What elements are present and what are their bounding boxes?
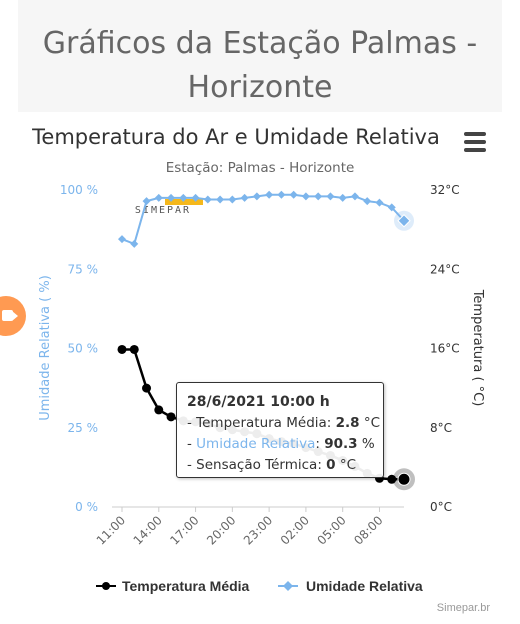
data-point-umidade[interactable] (363, 197, 372, 206)
x-tick-label: 14:00 (131, 513, 165, 547)
data-point-umidade[interactable] (314, 192, 323, 201)
data-point-umidade[interactable] (289, 190, 298, 199)
y-right-tick-label: 0°C (430, 500, 452, 514)
tooltip-feel-value: 0 (326, 457, 336, 473)
series-umidade-relativa (118, 190, 414, 248)
data-point-umidade[interactable] (179, 193, 188, 202)
y-left-tick-label: 25 % (68, 421, 99, 435)
tooltip-feel-unit: °C (339, 457, 357, 473)
data-point-temperatura[interactable] (154, 405, 164, 415)
x-tick-label: 02:00 (278, 513, 312, 547)
hamburger-menu-icon (462, 132, 488, 152)
data-point-umidade[interactable] (375, 198, 384, 207)
y-right-tick-label: 8°C (430, 421, 452, 435)
legend: Temperatura Média Umidade Relativa (96, 578, 423, 594)
data-point-umidade[interactable] (387, 203, 396, 212)
y-right-tick-label: 16°C (430, 342, 460, 356)
data-point-umidade[interactable] (277, 190, 286, 199)
data-point-umidade[interactable] (397, 214, 411, 228)
y-right-tick-label: 24°C (430, 262, 460, 276)
tooltip-temp-label: Temperatura Média: (196, 415, 332, 431)
data-point-umidade[interactable] (130, 239, 139, 248)
data-point-umidade[interactable] (203, 195, 212, 204)
legend-label-umidade: Umidade Relativa (306, 578, 423, 594)
tooltip-hum-unit: % (361, 436, 375, 452)
x-tick-label: 20:00 (204, 513, 238, 547)
tooltip-hum-row: - Umidade Relativa: 90.3 % (187, 436, 375, 452)
series-line-umidade (121, 193, 405, 246)
page-title: Gráficos da Estação Palmas - Horizonte (42, 26, 478, 105)
x-tick-label: 11:00 (94, 513, 128, 547)
data-point-umidade[interactable] (142, 197, 151, 206)
y-left-tick-label: 100 % (60, 183, 98, 197)
data-point-temperatura[interactable] (129, 344, 139, 354)
data-point-umidade[interactable] (252, 192, 261, 201)
chart-subtitle: Estação: Palmas - Horizonte (166, 160, 355, 176)
y-left-axis-title: Umidade Relativa ( %) (38, 275, 53, 421)
x-tick-label: 23:00 (241, 513, 275, 547)
tooltip-feel-row: - Sensação Térmica: 0 °C (187, 457, 357, 473)
x-tick-label: 08:00 (351, 513, 385, 547)
y-left-tick-label: 0 % (75, 500, 98, 514)
data-point-temperatura[interactable] (397, 472, 411, 486)
data-point-temperatura[interactable] (387, 474, 397, 484)
data-point-umidade[interactable] (326, 192, 335, 201)
tooltip-temp-row: - Temperatura Média: 2.8 °C (187, 415, 381, 431)
data-point-umidade[interactable] (167, 193, 176, 202)
data-point-umidade[interactable] (265, 190, 274, 199)
x-tick-label: 17:00 (167, 513, 201, 547)
data-point-umidade[interactable] (228, 195, 237, 204)
chart-title: Temperatura do Ar e Umidade Relativa (31, 125, 440, 149)
tooltip-hum-label: Umidade Relativa (196, 436, 316, 452)
chart-tooltip: 28/6/2021 10:00 h - Temperatura Média: 2… (176, 382, 384, 478)
data-point-umidade[interactable] (154, 193, 163, 202)
tooltip-title: 28/6/2021 10:00 h (187, 394, 330, 410)
data-point-umidade[interactable] (191, 193, 200, 202)
chart-menu-button[interactable] (462, 132, 488, 154)
data-point-umidade[interactable] (240, 193, 249, 202)
legend-item-temperatura[interactable]: Temperatura Média (96, 578, 250, 594)
chart: Temperatura do Ar e Umidade Relativa Est… (31, 125, 491, 614)
data-point-umidade[interactable] (301, 192, 310, 201)
credits-link[interactable]: Simepar.br (437, 602, 491, 614)
tooltip-temp-value: 2.8 (335, 415, 360, 431)
tooltip-hum-value: 90.3 (324, 436, 358, 452)
watermark-text: SIMEPAR (135, 205, 191, 216)
y-right-axis-title: Temperatura ( °C) (470, 289, 485, 407)
y-right-axis: 0°C 8°C 16°C 24°C 32°C (430, 183, 460, 514)
tooltip-feel-label: Sensação Térmica: (196, 457, 322, 473)
tooltip-temp-unit: °C (363, 415, 381, 431)
y-left-tick-label: 75 % (68, 262, 99, 276)
data-point-umidade[interactable] (216, 195, 225, 204)
data-point-umidade[interactable] (338, 193, 347, 202)
legend-item-umidade[interactable]: Umidade Relativa (278, 578, 423, 594)
data-point-umidade[interactable] (350, 192, 359, 201)
y-left-axis: 0 % 25 % 50 % 75 % 100 % (60, 183, 98, 514)
data-point-temperatura[interactable] (142, 383, 152, 393)
data-point-temperatura[interactable] (166, 412, 176, 422)
data-point-umidade[interactable] (118, 235, 126, 244)
x-axis: 11:00 14:00 17:00 20:00 23:00 02:00 05:00 08:00 (94, 507, 386, 548)
legend-label-temperatura: Temperatura Média (122, 578, 250, 594)
x-tick-label: 05:00 (314, 513, 348, 547)
watermark-logo: SIMEPAR (135, 199, 203, 216)
page-header: Gráficos da Estação Palmas - Horizonte (18, 0, 502, 112)
y-left-tick-label: 50 % (68, 342, 99, 356)
data-point-temperatura[interactable] (117, 344, 127, 354)
y-right-tick-label: 32°C (430, 183, 460, 197)
